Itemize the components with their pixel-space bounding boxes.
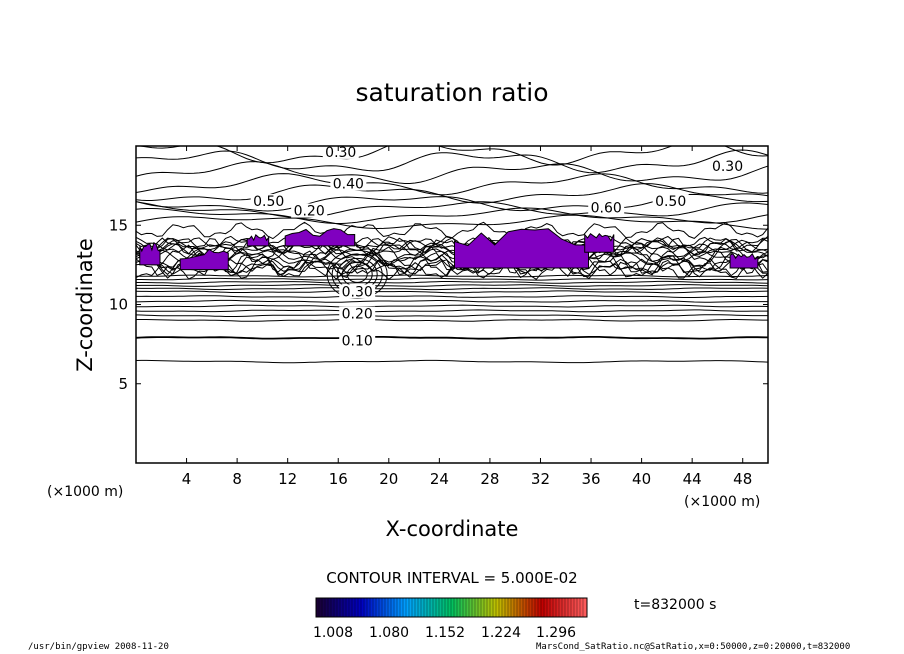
contour-label: 0.50	[253, 194, 284, 210]
contour-line	[136, 244, 768, 265]
contour-line	[136, 239, 768, 258]
contour-line	[137, 146, 768, 166]
x-tick-label: 20	[379, 470, 398, 488]
contour-line	[136, 201, 768, 219]
x-axis-ticks: 4 8 12 16 20 24 28 32 36 40 44 48	[182, 146, 752, 488]
x-tick-label: 32	[531, 470, 550, 488]
x-tick-label: 4	[182, 470, 192, 488]
contour-line	[136, 248, 768, 267]
supersaturated-region	[584, 232, 615, 253]
contour-label-bg	[709, 159, 746, 174]
contour-line	[136, 287, 768, 291]
contour-line	[136, 314, 768, 318]
x-unit-left: (×1000 m)	[47, 484, 123, 500]
contour-line	[136, 236, 768, 251]
contour-line	[136, 280, 768, 284]
contour-label-bg	[339, 284, 376, 299]
colorbar-stripes	[315, 598, 584, 617]
contour-label: 0.20	[342, 307, 373, 323]
chart-title: saturation ratio	[355, 78, 548, 107]
contour-labels: 0.30 0.40 0.50 0.20 0.60 0.50 0.30 0.30 0.20 0.10	[250, 145, 746, 350]
y-tick-label: 5	[118, 375, 128, 393]
supersaturated-regions	[139, 228, 759, 271]
footer-right: MarsCond_SatRatio.nc@SatRatio,x=0:50000,…	[536, 642, 851, 652]
contour-line	[136, 257, 768, 277]
x-axis-label: X-coordinate	[386, 517, 519, 541]
x-tick-label: 8	[232, 470, 242, 488]
x-tick-label: 24	[430, 470, 449, 488]
contour-line	[136, 249, 768, 276]
contour-label: 0.30	[325, 145, 356, 161]
contour-interval-text: CONTOUR INTERVAL = 5.000E-02	[326, 569, 577, 587]
y-tick-label: 15	[109, 216, 128, 234]
contour-label-bg	[291, 203, 328, 218]
x-tick-label: 28	[480, 470, 499, 488]
contour-line	[136, 290, 768, 294]
contour-line	[136, 261, 768, 281]
contour-line	[136, 214, 768, 230]
contour-label-bg	[339, 306, 376, 321]
colorbar-tick-label: 1.296	[536, 625, 576, 641]
contour-label-bg	[652, 194, 689, 209]
contour-line	[136, 161, 768, 184]
contour-line	[136, 359, 768, 364]
contour-label-bg	[322, 146, 359, 159]
supersaturated-region	[139, 241, 161, 266]
contour-label: 0.40	[333, 177, 364, 193]
contour-line	[136, 237, 768, 256]
colorbar-tick-label: 1.224	[481, 625, 521, 641]
colorbar-ticks: 1.008 1.080 1.152 1.224 1.296	[313, 625, 576, 641]
supersaturated-region	[179, 248, 229, 271]
colorbar-tick-label: 1.080	[369, 625, 409, 641]
contour-line	[136, 207, 768, 224]
contour-line	[136, 295, 768, 298]
contour-label: 0.20	[294, 204, 325, 220]
y-axis-ticks: 5 10 15	[109, 216, 768, 393]
supersaturated-region	[246, 233, 270, 247]
footer-left: /usr/bin/gpview 2008-11-20	[28, 642, 169, 652]
contour-swirl	[346, 265, 368, 283]
contour-label: 0.10	[342, 334, 373, 350]
x-tick-label: 36	[581, 470, 600, 488]
y-axis-label: Z-coordinate	[73, 238, 97, 372]
contour-line	[136, 173, 768, 196]
x-tick-label: 48	[733, 470, 752, 488]
x-tick-label: 44	[683, 470, 702, 488]
contour-line	[136, 183, 768, 204]
contour-label-bg	[339, 333, 376, 348]
x-tick-label: 16	[329, 470, 348, 488]
contour-line	[136, 274, 768, 278]
contour-label-bg	[330, 176, 367, 191]
contour-label: 0.60	[591, 200, 622, 216]
contour-label-bg	[250, 194, 287, 209]
colorbar-tick-label: 1.152	[425, 625, 465, 641]
contour-line	[136, 309, 768, 313]
contour-line	[136, 336, 768, 340]
colorbar	[315, 597, 588, 618]
contour-label: 0.50	[655, 194, 686, 210]
contour-line	[136, 304, 768, 308]
supersaturated-region	[284, 228, 356, 247]
x-unit-right: (×1000 m)	[684, 494, 760, 510]
contour-label: 0.30	[342, 284, 373, 300]
contour-line	[136, 258, 768, 275]
supersaturated-region	[729, 252, 759, 269]
contour-lines	[136, 146, 768, 364]
time-label: t=832000 s	[634, 597, 716, 613]
x-tick-label: 40	[632, 470, 651, 488]
contour-line	[136, 318, 768, 322]
contour-line	[136, 284, 768, 287]
contour-line	[136, 149, 768, 174]
colorbar-tick-label: 1.008	[313, 625, 353, 641]
contour-label: 0.30	[712, 159, 743, 175]
contour-line	[136, 299, 768, 303]
plot-area: 0.30 0.40 0.50 0.20 0.60 0.50 0.30 0.30 0.20 0.10	[136, 145, 768, 364]
contour-line	[136, 221, 768, 240]
supersaturated-region	[453, 228, 590, 269]
x-tick-label: 12	[278, 470, 297, 488]
contour-line	[136, 277, 768, 281]
contour-label-bg	[588, 200, 625, 215]
y-tick-label: 10	[109, 296, 128, 314]
